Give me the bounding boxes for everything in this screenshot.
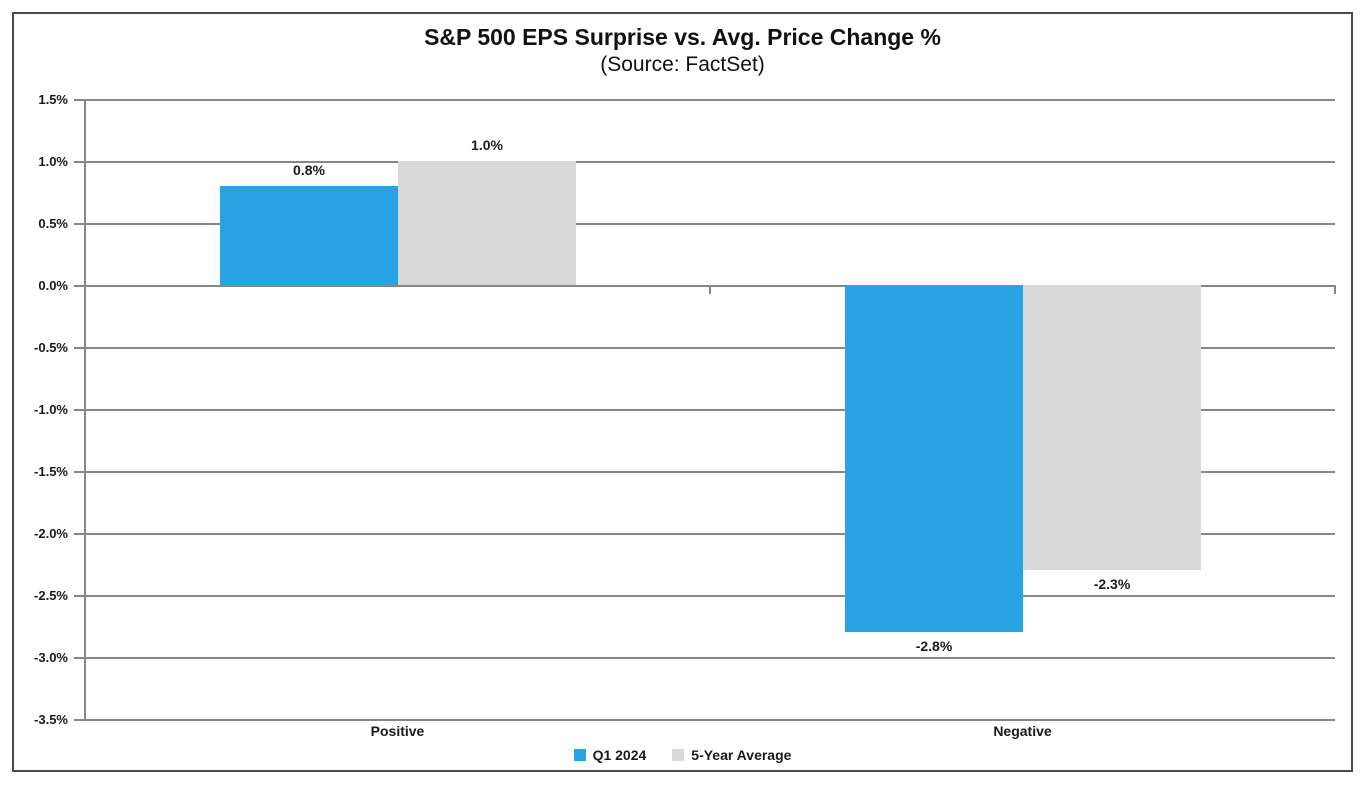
- y-axis-tick: [74, 409, 85, 411]
- y-axis-tick: [74, 719, 85, 721]
- legend-item-5-year-average: 5-Year Average: [672, 747, 791, 763]
- y-axis-label: 0.5%: [38, 216, 68, 231]
- y-axis-tick: [74, 347, 85, 349]
- x-axis-tick: [1334, 285, 1336, 294]
- gridline: [85, 409, 1335, 411]
- legend-label: 5-Year Average: [691, 747, 792, 763]
- bar-q1-2024-negative: [845, 285, 1023, 632]
- chart-subtitle: (Source: FactSet): [600, 53, 765, 76]
- gridline: [85, 595, 1335, 597]
- legend-label: Q1 2024: [592, 747, 647, 763]
- y-axis-tick: [74, 657, 85, 659]
- gridline: [85, 161, 1335, 163]
- chart-title: S&P 500 EPS Surprise vs. Avg. Price Chan…: [424, 24, 941, 50]
- y-axis-label: 0.0%: [38, 278, 68, 293]
- legend-swatch-icon: [573, 749, 586, 761]
- y-axis-tick: [74, 99, 85, 101]
- y-axis-line: [84, 99, 86, 721]
- y-axis-label: -0.5%: [34, 340, 68, 355]
- y-axis-label: -1.0%: [34, 402, 68, 417]
- y-axis-tick: [74, 285, 85, 287]
- y-axis-label: 1.5%: [38, 92, 68, 107]
- y-axis-label: -1.5%: [34, 464, 68, 479]
- legend: Q1 2024 5-Year Average: [12, 747, 1353, 763]
- legend-item-q1-2024: Q1 2024: [573, 747, 647, 763]
- data-label: -2.8%: [915, 638, 953, 654]
- y-axis-tick: [74, 471, 85, 473]
- bar-q1-2024-positive: [220, 186, 398, 285]
- legend-swatch-icon: [672, 749, 685, 761]
- y-axis-label: -2.0%: [34, 526, 68, 541]
- gridline: [85, 347, 1335, 349]
- gridline: [85, 223, 1335, 225]
- y-axis-tick: [74, 161, 85, 163]
- y-axis-tick: [74, 533, 85, 535]
- gridline: [85, 533, 1335, 535]
- gridline: [85, 99, 1335, 101]
- x-axis-category-label: Positive: [370, 723, 425, 739]
- gridline: [85, 471, 1335, 473]
- data-label: -2.3%: [1093, 576, 1131, 592]
- y-axis-label: 1.0%: [38, 154, 68, 169]
- gridline: [85, 657, 1335, 659]
- bar-5-year-average-negative: [1023, 285, 1201, 570]
- y-axis-label: -3.5%: [34, 712, 68, 727]
- x-axis-tick: [709, 285, 711, 294]
- data-label: 1.0%: [471, 137, 503, 153]
- bar-5-year-average-positive: [398, 161, 576, 285]
- y-axis-tick: [74, 223, 85, 225]
- y-axis-label: -2.5%: [34, 588, 68, 603]
- y-axis-label: -3.0%: [34, 650, 68, 665]
- y-axis-tick: [74, 595, 85, 597]
- gridline: [85, 719, 1335, 721]
- data-label: 0.8%: [293, 162, 325, 178]
- x-axis-category-label: Negative: [993, 723, 1052, 739]
